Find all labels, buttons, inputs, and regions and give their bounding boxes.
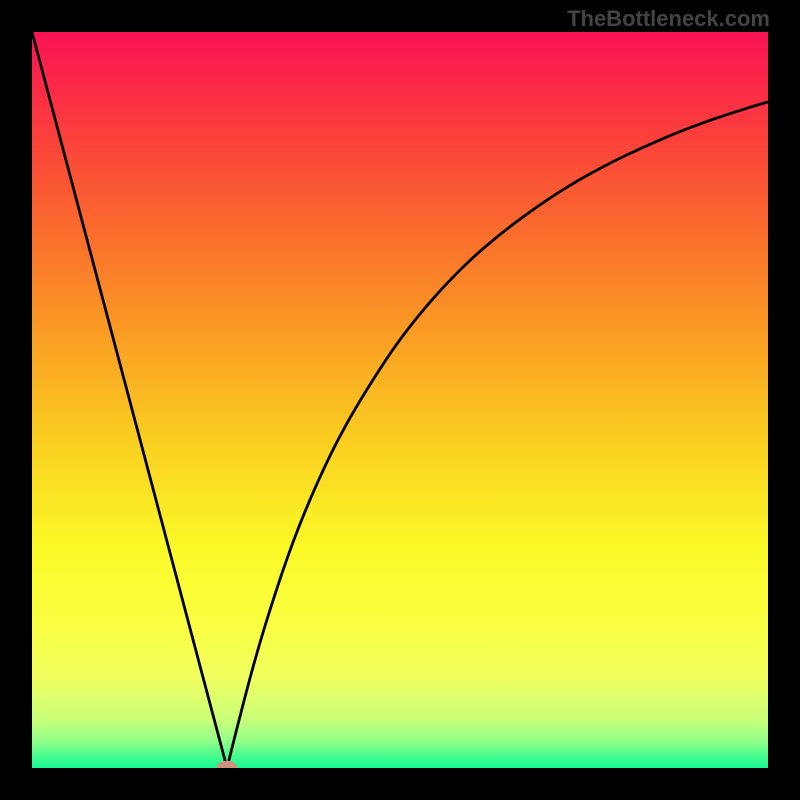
bottleneck-chart <box>32 32 768 768</box>
watermark-text: TheBottleneck.com <box>567 6 770 32</box>
